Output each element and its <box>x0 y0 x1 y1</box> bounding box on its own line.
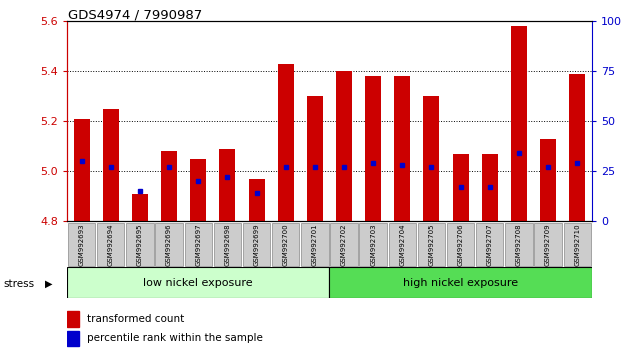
Text: GSM992693: GSM992693 <box>79 223 84 266</box>
FancyBboxPatch shape <box>301 223 329 266</box>
Text: GSM992700: GSM992700 <box>283 223 289 266</box>
Bar <box>74 119 89 221</box>
Bar <box>67 312 79 326</box>
Bar <box>278 64 294 221</box>
FancyBboxPatch shape <box>360 223 387 266</box>
Text: GSM992695: GSM992695 <box>137 223 143 266</box>
Text: GSM992706: GSM992706 <box>458 223 464 266</box>
FancyBboxPatch shape <box>329 267 592 298</box>
FancyBboxPatch shape <box>563 223 591 266</box>
Bar <box>511 26 527 221</box>
Bar <box>67 331 79 346</box>
Text: GSM992709: GSM992709 <box>545 223 551 266</box>
FancyBboxPatch shape <box>243 223 270 266</box>
FancyBboxPatch shape <box>126 223 153 266</box>
Text: GSM992708: GSM992708 <box>516 223 522 266</box>
Bar <box>307 96 323 221</box>
Bar <box>540 139 556 221</box>
Text: high nickel exposure: high nickel exposure <box>403 278 518 288</box>
Bar <box>336 71 352 221</box>
Bar <box>424 96 440 221</box>
Text: GSM992701: GSM992701 <box>312 223 318 266</box>
Bar <box>248 179 265 221</box>
Text: GSM992704: GSM992704 <box>399 223 406 266</box>
Bar <box>482 154 498 221</box>
FancyBboxPatch shape <box>68 223 96 266</box>
Text: GSM992702: GSM992702 <box>341 223 347 266</box>
FancyBboxPatch shape <box>505 223 533 266</box>
Text: GSM992710: GSM992710 <box>574 223 580 266</box>
Bar <box>190 159 206 221</box>
Bar <box>219 149 235 221</box>
Bar <box>103 109 119 221</box>
Text: percentile rank within the sample: percentile rank within the sample <box>87 333 263 343</box>
Bar <box>161 151 177 221</box>
FancyBboxPatch shape <box>155 223 183 266</box>
Text: transformed count: transformed count <box>87 314 184 324</box>
FancyBboxPatch shape <box>389 223 416 266</box>
Bar <box>132 194 148 221</box>
Bar <box>569 74 585 221</box>
Bar <box>365 76 381 221</box>
Text: GSM992697: GSM992697 <box>195 223 201 266</box>
Text: GSM992707: GSM992707 <box>487 223 493 266</box>
Bar <box>453 154 469 221</box>
FancyBboxPatch shape <box>97 223 124 266</box>
FancyBboxPatch shape <box>447 223 474 266</box>
Text: low nickel exposure: low nickel exposure <box>143 278 253 288</box>
Text: GSM992699: GSM992699 <box>253 223 260 266</box>
Text: ▶: ▶ <box>45 279 52 289</box>
FancyBboxPatch shape <box>67 267 329 298</box>
Text: stress: stress <box>3 279 34 289</box>
Text: GSM992698: GSM992698 <box>224 223 230 266</box>
FancyBboxPatch shape <box>535 223 562 266</box>
FancyBboxPatch shape <box>214 223 241 266</box>
Bar <box>394 76 410 221</box>
FancyBboxPatch shape <box>476 223 504 266</box>
FancyBboxPatch shape <box>272 223 299 266</box>
Text: GSM992703: GSM992703 <box>370 223 376 266</box>
FancyBboxPatch shape <box>418 223 445 266</box>
Text: GSM992694: GSM992694 <box>108 223 114 266</box>
Text: GDS4974 / 7990987: GDS4974 / 7990987 <box>68 9 202 22</box>
Text: GSM992705: GSM992705 <box>428 223 435 266</box>
FancyBboxPatch shape <box>330 223 358 266</box>
Text: GSM992696: GSM992696 <box>166 223 172 266</box>
FancyBboxPatch shape <box>184 223 212 266</box>
